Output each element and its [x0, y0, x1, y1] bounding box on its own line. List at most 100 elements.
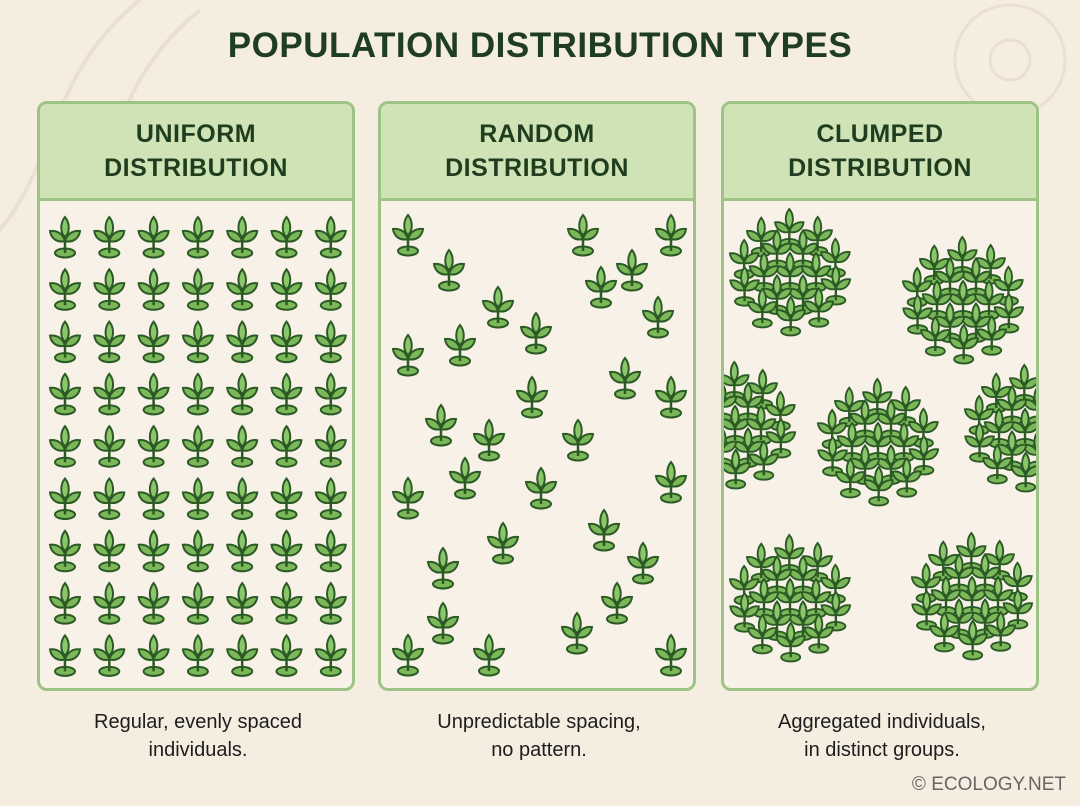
plant-icon	[181, 581, 215, 625]
plant-icon	[515, 375, 549, 419]
plant-icon	[48, 215, 82, 259]
plant-icon	[48, 529, 82, 573]
plant-icon	[775, 295, 807, 337]
plant-icon	[181, 424, 215, 468]
plant-icon	[524, 466, 558, 510]
uniform-caption: Regular, evenly spaced individuals.	[37, 708, 359, 764]
plant-icon	[426, 601, 460, 645]
plant-icon	[314, 268, 348, 312]
plant-icon	[314, 634, 348, 678]
plant-icon	[957, 619, 989, 661]
plant-icon	[560, 611, 594, 655]
plant-icon	[775, 621, 807, 663]
plant-icon	[314, 320, 348, 364]
plant-icon	[181, 477, 215, 521]
plant-icon	[314, 529, 348, 573]
plant-icon	[181, 634, 215, 678]
plant-icon	[391, 476, 425, 520]
caption-line2: no pattern.	[491, 739, 587, 761]
plant-icon	[481, 285, 515, 329]
plant-icon	[270, 215, 303, 259]
plant-icon	[615, 248, 649, 292]
plant-icon	[137, 372, 170, 416]
copyright-credit: © ECOLOGY.NET	[911, 774, 1066, 795]
plant-icon	[584, 265, 618, 309]
plant-icon	[270, 529, 303, 573]
plant-icon	[137, 424, 170, 468]
plant-icon	[1010, 451, 1036, 493]
caption-line1: Aggregated individuals,	[778, 711, 986, 733]
random-panel: RANDOM DISTRIBUTION	[378, 101, 696, 691]
plant-icon	[486, 521, 520, 565]
plant-icon	[608, 356, 642, 400]
plant-icon	[270, 581, 303, 625]
plant-icon	[137, 320, 170, 364]
plant-icon	[314, 581, 348, 625]
plant-icon	[391, 213, 425, 257]
plant-icon	[472, 633, 506, 677]
plant-icon	[587, 508, 621, 552]
plant-icon	[391, 333, 425, 377]
plant-icon	[600, 581, 634, 625]
plant-icon	[93, 529, 126, 573]
plant-icon	[314, 372, 348, 416]
plant-icon	[48, 634, 82, 678]
plant-icon	[566, 213, 600, 257]
plant-icon	[724, 448, 752, 490]
plant-icon	[426, 546, 460, 590]
caption-line1: Regular, evenly spaced	[94, 711, 302, 733]
plant-icon	[626, 541, 660, 585]
plant-icon	[472, 418, 506, 462]
plant-icon	[181, 268, 215, 312]
plant-icon	[93, 477, 126, 521]
plant-icon	[137, 477, 170, 521]
random-caption: Unpredictable spacing, no pattern.	[378, 708, 700, 764]
plant-icon	[48, 320, 82, 364]
clumped-panel: CLUMPED DISTRIBUTION	[721, 101, 1039, 691]
plant-icon	[225, 477, 259, 521]
plant-icon	[137, 634, 170, 678]
clumped-plant-field	[724, 207, 1036, 663]
plant-icon	[181, 529, 215, 573]
plant-icon	[314, 477, 348, 521]
plant-icon	[654, 375, 688, 419]
plant-icon	[181, 372, 215, 416]
plant-icon	[225, 581, 259, 625]
plant-icon	[93, 424, 126, 468]
caption-line2: individuals.	[148, 739, 248, 761]
plant-icon	[561, 418, 595, 462]
plant-icon	[270, 372, 303, 416]
plant-icon	[225, 372, 259, 416]
plant-icon	[641, 295, 675, 339]
plant-icon	[93, 268, 126, 312]
plant-icon	[93, 320, 126, 364]
panel-title-line2: DISTRIBUTION	[788, 154, 972, 182]
plant-icon	[137, 215, 170, 259]
plant-icon	[519, 311, 553, 355]
uniform-panel: UNIFORM DISTRIBUTION	[37, 101, 355, 691]
plant-icon	[48, 424, 82, 468]
plant-icon	[314, 215, 348, 259]
caption-line1: Unpredictable spacing,	[437, 711, 641, 733]
uniform-plant-field	[48, 215, 348, 678]
panel-header: UNIFORM DISTRIBUTION	[40, 104, 352, 201]
plant-icon	[93, 372, 126, 416]
plant-icon	[137, 268, 170, 312]
plant-icon	[181, 320, 215, 364]
plant-icon	[225, 215, 259, 259]
plant-icon	[225, 529, 259, 573]
plant-icon	[137, 581, 170, 625]
plant-icon	[432, 248, 466, 292]
plant-icon	[424, 403, 458, 447]
plant-icon	[948, 323, 980, 365]
caption-line2: in distinct groups.	[804, 739, 960, 761]
plant-icon	[48, 477, 82, 521]
plant-icon	[270, 477, 303, 521]
random-plant-field	[391, 213, 688, 677]
panel-title-line2: DISTRIBUTION	[445, 154, 629, 182]
plant-icon	[93, 634, 126, 678]
plant-icon	[654, 213, 688, 257]
plant-icon	[181, 215, 215, 259]
plant-icon	[93, 581, 126, 625]
plant-icon	[270, 320, 303, 364]
